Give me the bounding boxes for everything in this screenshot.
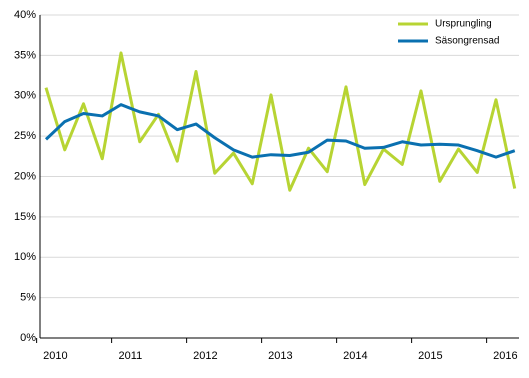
y-tick-label: 15%	[14, 211, 36, 223]
series-line	[44, 51, 517, 192]
legend-label: Säsongrensad	[435, 36, 500, 47]
y-tick-label: 30%	[14, 90, 36, 102]
x-tick-label: 2015	[418, 350, 442, 362]
x-tick-label: 2010	[43, 350, 67, 362]
y-tick-label: 35%	[14, 49, 36, 61]
legend-label: Ursprungling	[435, 19, 492, 30]
x-tick-label: 2012	[193, 350, 217, 362]
series-line	[44, 103, 516, 159]
y-tick-label: 10%	[14, 251, 36, 263]
y-tick-label: 5%	[20, 292, 36, 304]
x-tick-label: 2011	[119, 350, 143, 362]
x-tick-label: 2016	[493, 350, 517, 362]
y-tick-label: 0%	[20, 332, 36, 344]
y-tick-label: 20%	[14, 170, 36, 182]
y-tick-label: 40%	[14, 9, 36, 21]
y-tick-label: 25%	[14, 130, 36, 142]
x-tick-label: 2013	[268, 350, 292, 362]
x-tick-label: 2014	[343, 350, 367, 362]
